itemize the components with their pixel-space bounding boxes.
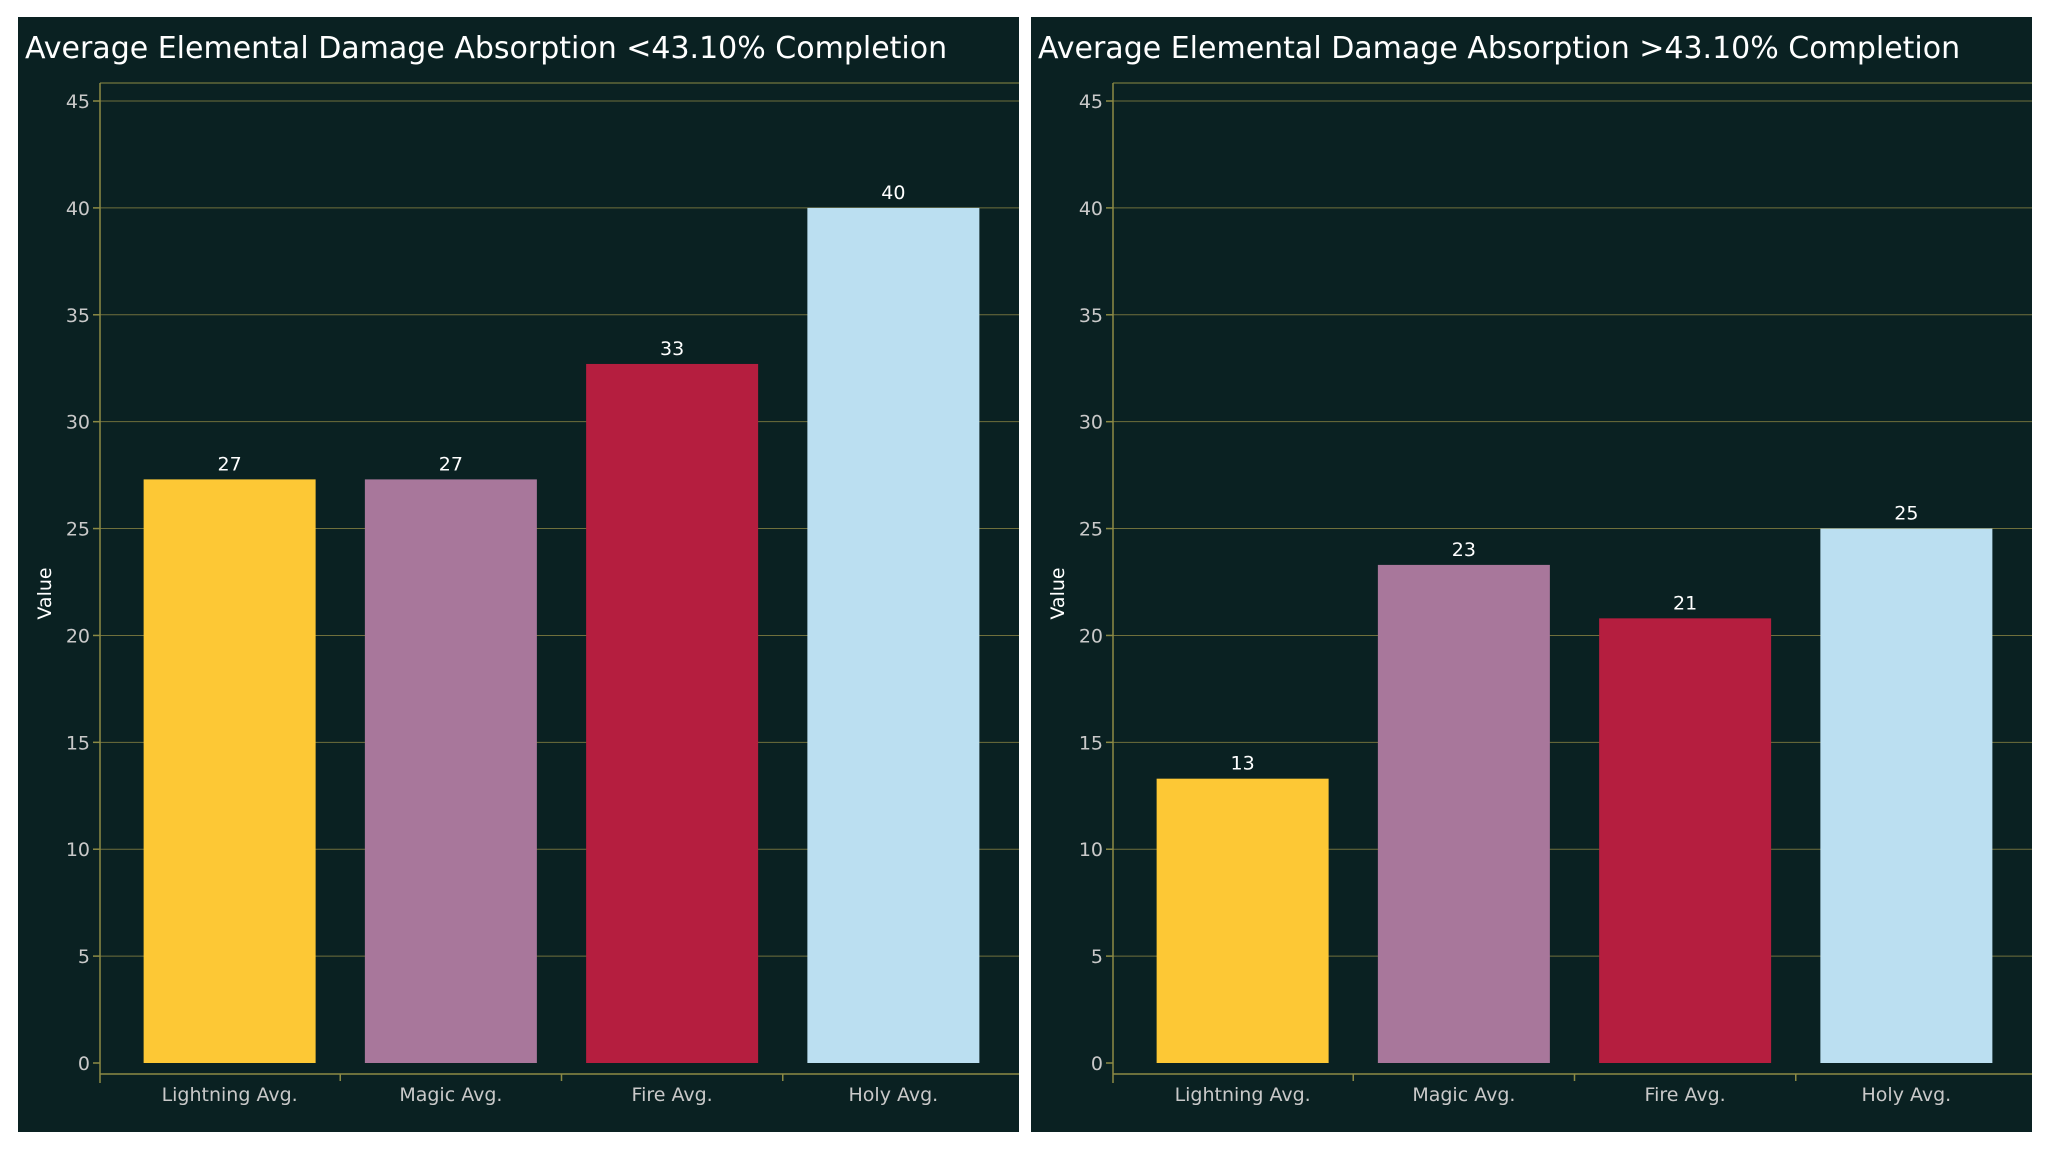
- chart-panel-left: Average Elemental Damage Absorption <43.…: [18, 17, 1019, 1132]
- bar: [1156, 778, 1329, 1063]
- data-label: 23: [1452, 539, 1476, 561]
- data-label: 21: [1673, 592, 1697, 614]
- y-tick-label: 15: [66, 732, 90, 754]
- y-tick-label: 20: [66, 625, 90, 647]
- category-label: Fire Avg.: [632, 1084, 713, 1106]
- data-label: 13: [1231, 753, 1255, 775]
- y-tick-label: 5: [1091, 946, 1103, 968]
- bar: [143, 479, 316, 1063]
- y-tick-label: 25: [66, 519, 90, 541]
- y-tick-label: 10: [1079, 839, 1103, 861]
- category-label: Magic Avg.: [1412, 1084, 1515, 1106]
- category-label: Holy Avg.: [849, 1084, 939, 1106]
- bar: [364, 479, 537, 1063]
- data-label: 40: [881, 182, 905, 204]
- y-tick-label: 35: [1079, 305, 1103, 327]
- y-tick-label: 30: [66, 412, 90, 434]
- bar: [586, 363, 759, 1063]
- data-label: 25: [1894, 503, 1918, 525]
- data-label: 27: [218, 453, 242, 475]
- bar: [1820, 528, 1993, 1063]
- y-tick-label: 45: [1079, 91, 1103, 113]
- y-tick-label: 35: [66, 305, 90, 327]
- y-tick-label: 0: [78, 1053, 90, 1075]
- y-tick-label: 30: [1079, 412, 1103, 434]
- y-tick-label: 0: [1091, 1053, 1103, 1075]
- y-tick-label: 15: [1079, 732, 1103, 754]
- y-tick-label: 5: [78, 946, 90, 968]
- category-label: Lightning Avg.: [162, 1084, 298, 1106]
- category-label: Fire Avg.: [1645, 1084, 1726, 1106]
- category-label: Holy Avg.: [1862, 1084, 1952, 1106]
- y-tick-label: 20: [1079, 625, 1103, 647]
- bar: [1377, 564, 1550, 1063]
- y-axis-title: Value: [1047, 567, 1069, 619]
- y-tick-label: 45: [66, 91, 90, 113]
- y-tick-label: 40: [1079, 198, 1103, 220]
- category-label: Magic Avg.: [399, 1084, 502, 1106]
- data-label: 33: [660, 338, 684, 360]
- y-tick-label: 10: [66, 839, 90, 861]
- data-label: 27: [439, 453, 463, 475]
- chart-title: Average Elemental Damage Absorption <43.…: [25, 31, 948, 66]
- bar: [1599, 618, 1772, 1063]
- bar-chart-right: 13 Lightning Avg. 23 Magic Avg. 21 Fire Avg. 2…: [1047, 82, 2032, 1106]
- bar-chart-left: 27 Lightning Avg. 27 Magic Avg. 33 Fire Avg. 4…: [34, 82, 1019, 1106]
- y-tick-label: 25: [1079, 519, 1103, 541]
- y-tick-label: 40: [66, 198, 90, 220]
- y-axis-title: Value: [34, 567, 56, 619]
- bar: [807, 207, 980, 1063]
- chart-title: Average Elemental Damage Absorption >43.…: [1038, 31, 1961, 66]
- category-label: Lightning Avg.: [1175, 1084, 1311, 1106]
- chart-panel-right: Average Elemental Damage Absorption >43.…: [1031, 17, 2032, 1132]
